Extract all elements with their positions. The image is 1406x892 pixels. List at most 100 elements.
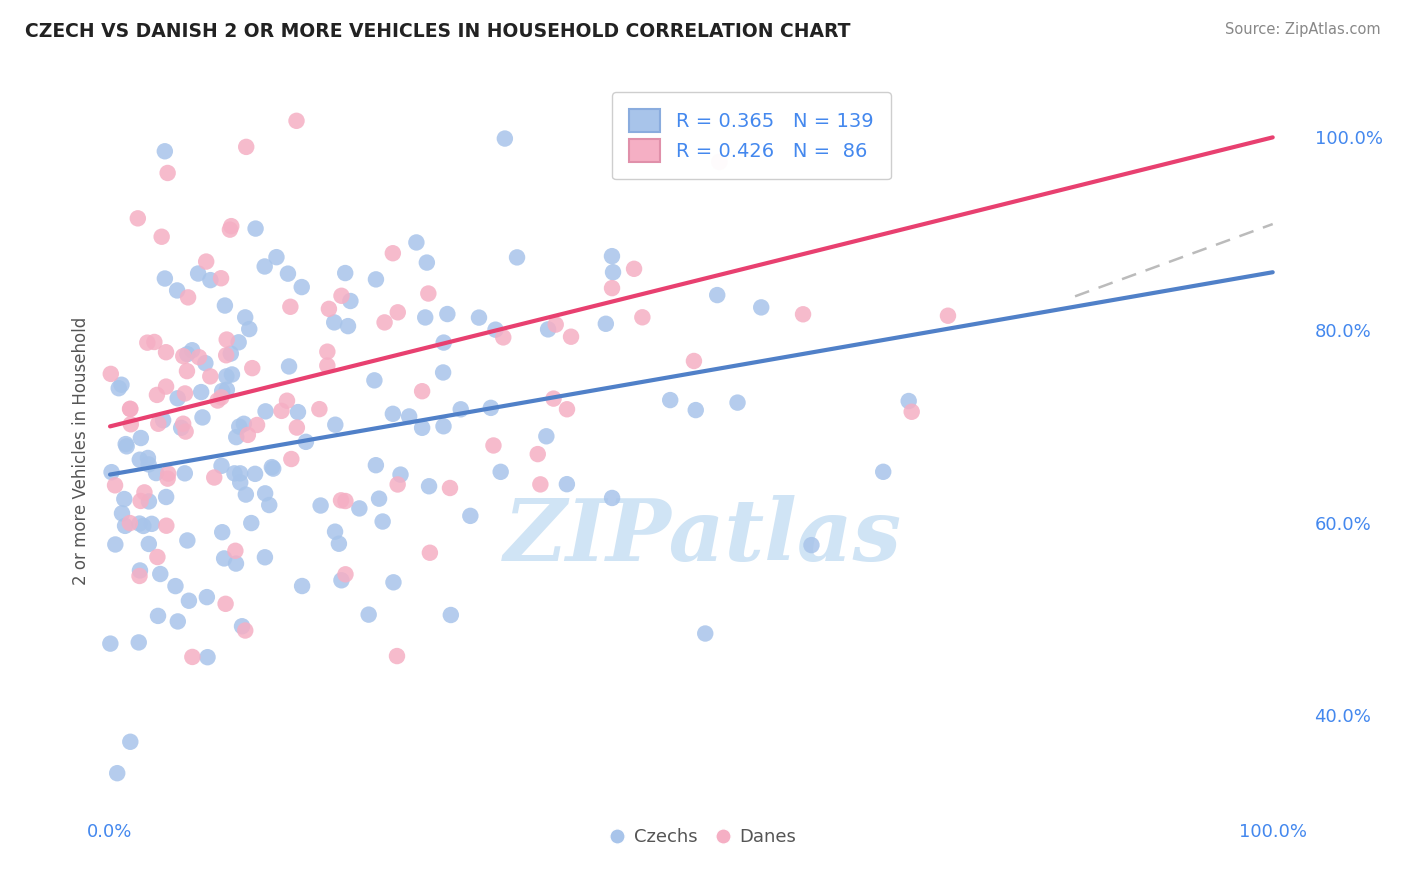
Point [482,438,505,452]
Point [136,450,159,465]
Point [155,379,177,393]
Point [194,356,217,370]
Point [536,429,558,443]
Point [318,301,340,316]
Point [128,516,150,531]
Point [120,417,142,432]
Point [146,608,169,623]
Point [450,402,472,417]
Point [211,525,233,540]
Point [155,345,177,359]
Point [177,290,200,304]
Point [254,486,277,500]
Point [240,516,263,530]
Point [335,494,357,508]
Point [349,501,371,516]
Point [364,458,387,473]
Point [246,417,269,432]
Point [602,265,624,279]
Point [104,537,127,551]
Point [197,650,219,665]
Point [181,343,204,358]
Point [176,347,198,361]
Point [330,493,353,508]
Point [709,154,731,169]
Point [280,452,302,467]
Point [389,467,412,482]
Point [209,391,232,405]
Point [221,368,243,382]
Point [749,301,772,315]
Text: ZIPatlas: ZIPatlas [503,495,903,579]
Point [529,477,551,491]
Point [138,458,160,472]
Point [195,590,218,604]
Point [127,211,149,226]
Point [468,310,491,325]
Point [900,405,922,419]
Point [111,506,134,520]
Point [387,477,409,491]
Point [257,498,280,512]
Point [229,467,252,481]
Point [433,335,456,350]
Point [114,519,136,533]
Point [219,346,242,360]
Point [181,649,204,664]
Point [537,322,560,336]
Point [172,417,194,431]
Point [544,318,567,332]
Point [330,574,353,588]
Point [129,431,152,445]
Point [235,487,257,501]
Point [262,461,284,475]
Point [363,373,385,387]
Point [240,361,263,376]
Point [195,254,218,268]
Point [191,410,214,425]
Point [316,344,339,359]
Point [506,251,529,265]
Point [225,430,247,444]
Point [659,393,682,408]
Point [328,537,350,551]
Point [560,329,582,343]
Point [291,280,314,294]
Point [152,413,174,427]
Point [120,735,142,749]
Point [132,519,155,533]
Point [555,477,578,491]
Point [128,452,150,467]
Point [309,499,332,513]
Point [489,465,512,479]
Point [177,593,200,607]
Point [166,615,188,629]
Point [156,166,179,180]
Point [323,417,346,432]
Point [176,364,198,378]
Point [100,465,122,479]
Point [233,310,256,325]
Point [157,467,180,481]
Point [128,569,150,583]
Point [214,299,236,313]
Point [215,383,238,397]
Point [165,579,187,593]
Point [100,367,122,381]
Point [418,479,440,493]
Text: Source: ZipAtlas.com: Source: ZipAtlas.com [1225,22,1381,37]
Point [190,385,212,400]
Point [145,466,167,480]
Point [238,322,260,336]
Point [270,404,292,418]
Point [253,260,276,274]
Point [555,402,578,417]
Point [118,516,141,530]
Point [215,333,238,347]
Point [235,140,257,154]
Point [120,401,142,416]
Point [484,323,506,337]
Point [872,465,894,479]
Point [330,289,353,303]
Point [138,494,160,508]
